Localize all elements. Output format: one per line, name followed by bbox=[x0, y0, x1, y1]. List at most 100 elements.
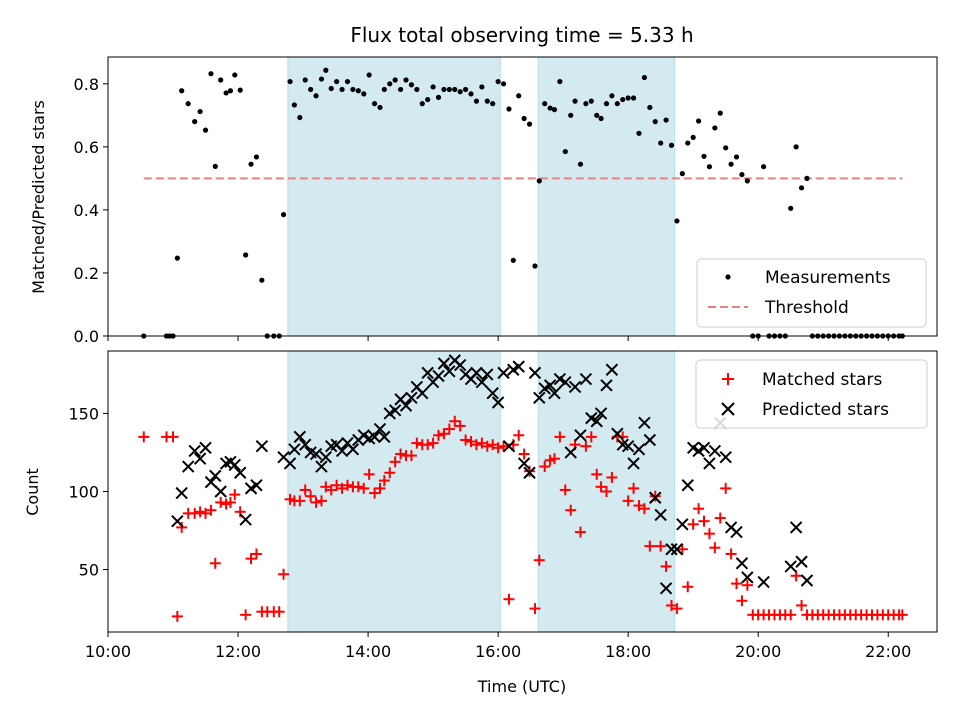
matched-stars-point bbox=[539, 461, 551, 473]
measurement-point bbox=[387, 81, 393, 87]
matched-stars-point bbox=[529, 603, 541, 615]
predicted-stars-point bbox=[378, 430, 391, 444]
matched-stars-point bbox=[358, 482, 370, 494]
measurement-point bbox=[728, 161, 734, 167]
measurement-point bbox=[568, 112, 574, 118]
matched-stars-point bbox=[278, 568, 290, 580]
matched-stars-point bbox=[709, 542, 721, 554]
predicted-stars-point bbox=[193, 452, 207, 465]
bottom-x-tick-label: 20:00 bbox=[735, 642, 781, 661]
matched-stars-point bbox=[189, 507, 201, 519]
top-y-axis-label: Matched/Predicted stars bbox=[29, 100, 48, 294]
matched-stars-point bbox=[524, 465, 536, 477]
measurement-point bbox=[397, 86, 404, 93]
bottom-x-ticks: 10:00 12:00 14:00 16:00 18:00 20:00 22:00 bbox=[85, 632, 911, 661]
predicted-stars-point bbox=[611, 427, 624, 440]
measurement-point bbox=[793, 144, 799, 150]
measurement-point bbox=[202, 127, 209, 133]
matched-stars-point bbox=[628, 482, 640, 494]
measurement-point bbox=[430, 84, 436, 90]
bottom-y-tick-label: 150 bbox=[68, 404, 99, 423]
matched-stars-point bbox=[384, 467, 396, 479]
bottom-y-tick-label: 50 bbox=[79, 561, 99, 580]
predicted-stars-point bbox=[708, 444, 722, 458]
measurement-point bbox=[594, 112, 600, 118]
top-highlight-spans bbox=[287, 56, 676, 337]
bottom-x-tick-label: 18:00 bbox=[605, 642, 651, 661]
predicted-stars-point bbox=[443, 365, 456, 378]
predicted-stars-point bbox=[757, 575, 770, 589]
bottom-x-tick-label: 16:00 bbox=[475, 642, 521, 661]
top-y-tick-label: 0.4 bbox=[74, 201, 99, 220]
predicted-stars-point bbox=[255, 440, 269, 453]
matched-stars-point bbox=[693, 503, 705, 515]
matched-stars-point bbox=[595, 481, 607, 493]
matched-stars-point bbox=[374, 482, 386, 494]
predicted-stars-point bbox=[579, 372, 593, 386]
predicted-stars-point bbox=[649, 491, 662, 504]
measurement-point bbox=[297, 114, 303, 121]
measurement-point bbox=[441, 86, 447, 93]
measurement-point bbox=[344, 78, 351, 85]
measurement-point bbox=[572, 98, 578, 104]
predicted-stars-point bbox=[309, 447, 323, 461]
measurement-point bbox=[521, 115, 527, 122]
measurement-point bbox=[287, 78, 293, 85]
predicted-stars-point bbox=[568, 380, 582, 394]
matched-stars-point bbox=[460, 434, 472, 446]
legend-matched-label: Matched stars bbox=[762, 370, 882, 390]
matched-stars-point bbox=[395, 448, 407, 460]
measurement-point bbox=[663, 117, 669, 123]
predicted-stars-point bbox=[388, 404, 402, 417]
measurement-point bbox=[371, 101, 378, 107]
measurement-point bbox=[679, 171, 685, 177]
bottom-x-axis-label: Time (UTC) bbox=[477, 677, 566, 696]
matched-stars-point bbox=[325, 484, 337, 496]
matched-stars-point bbox=[378, 475, 390, 487]
legend-predicted-label: Predicted stars bbox=[762, 400, 889, 420]
measurement-point bbox=[598, 115, 604, 122]
measurement-point bbox=[403, 77, 409, 83]
predicted-stars-point bbox=[233, 466, 247, 479]
measurement-point bbox=[761, 164, 767, 170]
top-y-tick-label: 0.2 bbox=[74, 264, 99, 283]
predicted-stars-point bbox=[697, 441, 711, 454]
measurement-point bbox=[620, 96, 626, 103]
matched-stars-point bbox=[638, 503, 650, 515]
matched-stars-point bbox=[796, 599, 808, 611]
measurement-point bbox=[479, 84, 485, 90]
measurement-point bbox=[668, 142, 675, 148]
measurement-point bbox=[259, 277, 265, 283]
matched-stars-point bbox=[167, 431, 179, 443]
measurement-point bbox=[739, 171, 745, 178]
matched-stars-point bbox=[389, 456, 401, 468]
matched-stars-point bbox=[438, 428, 450, 440]
measurement-point bbox=[174, 255, 180, 261]
matched-stars-point bbox=[299, 484, 311, 496]
predicted-stars-point bbox=[523, 466, 536, 479]
measurement-point bbox=[723, 145, 729, 151]
measurement-point bbox=[685, 140, 691, 146]
predicted-stars-point bbox=[795, 555, 808, 568]
predicted-stars-point bbox=[335, 444, 349, 458]
matched-stars-point bbox=[606, 471, 618, 483]
predicted-stars-point bbox=[638, 416, 651, 430]
measurement-point bbox=[557, 78, 563, 85]
measurement-point bbox=[302, 77, 308, 83]
matched-stars-point bbox=[138, 431, 150, 443]
matched-stars-point bbox=[660, 560, 672, 572]
matched-stars-point bbox=[703, 528, 715, 540]
matched-stars-point bbox=[649, 490, 661, 502]
measurement-point bbox=[588, 98, 594, 104]
predicted-stars-point bbox=[175, 486, 188, 500]
predicted-stars-point bbox=[659, 582, 673, 595]
matched-stars-point bbox=[443, 423, 455, 435]
measurement-point bbox=[798, 185, 805, 191]
measurement-point bbox=[425, 96, 431, 103]
predicted-stars-point bbox=[605, 363, 619, 376]
measurement-point bbox=[253, 154, 260, 160]
measurement-point bbox=[414, 86, 420, 93]
top-highlight-span-1 bbox=[287, 56, 501, 337]
predicted-stars-point bbox=[405, 391, 418, 405]
